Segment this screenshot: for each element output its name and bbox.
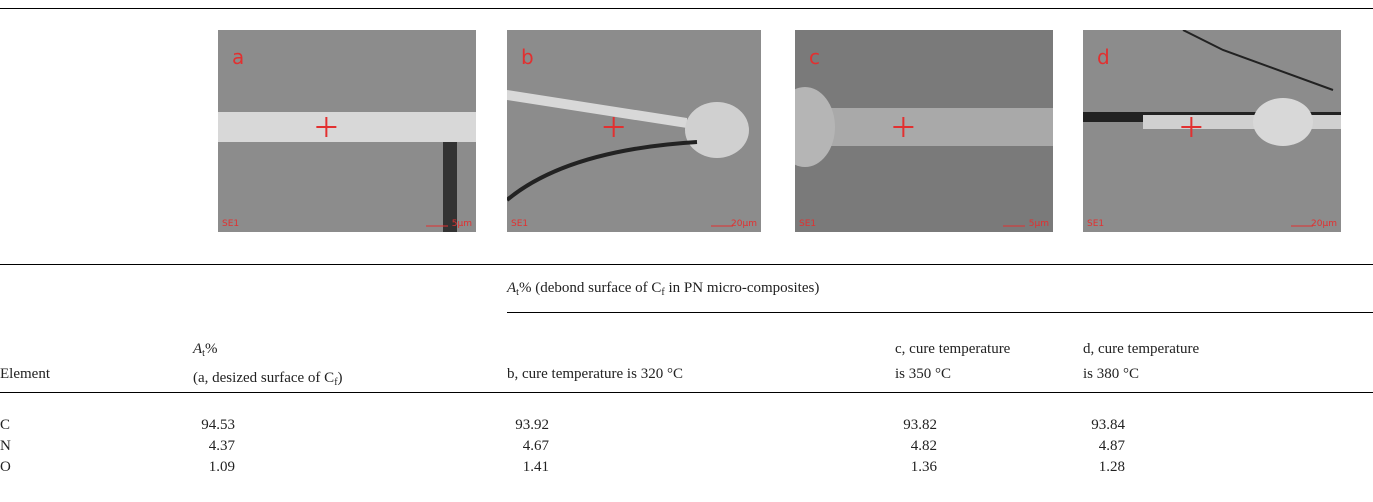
table-cell: 4.87 (1083, 438, 1125, 455)
scale-label: 5μm (452, 219, 472, 229)
table-cell: 1.28 (1083, 459, 1125, 476)
crosshair (316, 117, 337, 137)
header-line: d, cure temperature (1083, 341, 1200, 357)
crosshair (1181, 117, 1202, 137)
image-shape (685, 102, 749, 158)
group-rule (507, 312, 1373, 313)
sem-image: c SE1 5μm (795, 30, 1053, 232)
text-part: t (202, 348, 205, 359)
text-part: f (661, 287, 665, 298)
header-line: At% (193, 337, 343, 366)
cell-number: 4.67 (522, 438, 549, 454)
scale-label: 20μm (1311, 219, 1337, 229)
image-footer: SE1 (222, 219, 239, 229)
header-line: Element (0, 366, 50, 382)
image-label: a (232, 45, 244, 69)
table-rule (0, 264, 1373, 265)
cell-number: 93.84 (1091, 417, 1125, 433)
sem-image: b SE1 20μm (507, 30, 761, 232)
table-cell: 4.67 (507, 438, 549, 455)
table-cell: 4.37 (193, 438, 235, 455)
cell-number: 4.82 (910, 438, 937, 454)
image-shape (795, 87, 835, 167)
cell-number: 1.28 (1098, 459, 1125, 475)
crosshair (603, 117, 624, 137)
cell-text: C (0, 417, 11, 433)
text-part: A (193, 341, 203, 357)
top-rule (0, 8, 1373, 9)
header-line: (a, desized surface of Cf) (193, 366, 343, 395)
header-line: b, cure temperature is 320 °C (507, 366, 683, 382)
cell-number: 93.82 (903, 417, 937, 433)
cell-number: 1.09 (208, 459, 235, 475)
table-cell: C (0, 417, 10, 434)
cell-number: 94.53 (201, 417, 235, 433)
header-rule (0, 392, 1373, 393)
image-shape (443, 142, 457, 232)
header-line: is 380 °C (1083, 366, 1140, 382)
cell-number: 4.37 (208, 438, 235, 454)
header-line: c, cure temperature (895, 341, 1011, 357)
table-cell: 1.09 (193, 459, 235, 476)
image-footer: SE1 (511, 219, 528, 229)
header-line: is 350 °C (895, 366, 952, 382)
column-header: b, cure temperature is 320 °C (507, 362, 683, 387)
group-header: At% (debond surface of Cf in PN micro-co… (507, 280, 819, 298)
image-shape (1253, 98, 1313, 146)
scale-label: 20μm (731, 219, 757, 229)
table-cell: 1.36 (895, 459, 937, 476)
cell-text: N (0, 438, 11, 454)
table-cell: O (0, 459, 11, 476)
column-header: d, cure temperature is 380 °C (1083, 337, 1199, 387)
scale-label: 5μm (1029, 219, 1049, 229)
text-part: % (debond surface of C (518, 280, 662, 296)
image-shape (507, 90, 687, 128)
sem-image: a SE1 5μm (218, 30, 476, 232)
table-cell: 94.53 (193, 417, 235, 434)
table-cell: 93.92 (507, 417, 549, 434)
image-footer: SE1 (799, 219, 816, 229)
table-cell: 1.41 (507, 459, 549, 476)
text-part: % (204, 341, 218, 357)
column-header: c, cure temperature is 350 °C (895, 337, 1010, 387)
text-part: in PN micro-composites) (664, 280, 820, 296)
text-part: (a, desized surface of C (193, 370, 335, 386)
text-part: ) (337, 370, 343, 386)
column-header: Element (0, 362, 50, 387)
cell-number: 93.92 (515, 417, 549, 433)
crosshair (893, 117, 914, 137)
cell-text: O (0, 459, 11, 475)
image-label: d (1097, 45, 1110, 69)
sem-image: d SE1 20μm (1083, 30, 1341, 232)
text-part: f (334, 377, 338, 388)
image-shape (507, 140, 698, 202)
table-cell: 93.84 (1083, 417, 1125, 434)
table-cell: 4.82 (895, 438, 937, 455)
table-cell: N (0, 438, 11, 455)
image-shape (795, 108, 1053, 146)
table-cell: 93.82 (895, 417, 937, 434)
image-shape (1182, 30, 1334, 91)
image-shape (218, 112, 476, 142)
text-part: t (516, 287, 519, 298)
image-label: b (521, 45, 534, 69)
image-footer: SE1 (1087, 219, 1104, 229)
image-label: c (809, 45, 820, 69)
cell-number: 4.87 (1098, 438, 1125, 454)
column-header: At% (a, desized surface of Cf) (193, 337, 343, 395)
cell-number: 1.36 (910, 459, 937, 475)
cell-number: 1.41 (522, 459, 549, 475)
text-part: A (507, 280, 517, 296)
